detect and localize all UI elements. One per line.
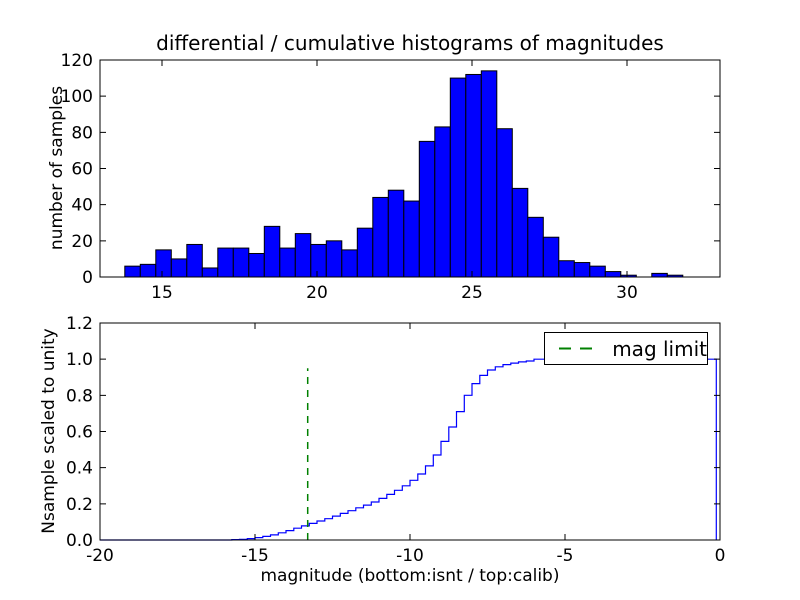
histogram-bar xyxy=(263,225,281,278)
histogram-bar xyxy=(248,252,265,278)
histogram-bar xyxy=(604,271,622,278)
histogram-bar xyxy=(589,265,606,278)
histogram-bar xyxy=(403,200,420,278)
y-tick-label: 1.0 xyxy=(66,350,93,370)
histogram-bar xyxy=(465,73,482,278)
y-tick-label: 80 xyxy=(71,123,93,143)
y-tick-label: 120 xyxy=(61,51,93,71)
x-tick-label: -10 xyxy=(396,546,424,566)
histogram-bar xyxy=(310,243,327,278)
x-tick-label: -15 xyxy=(241,546,269,566)
histogram-bar xyxy=(155,249,172,278)
y-tick-label: 0.8 xyxy=(66,386,93,406)
legend-box: mag limit xyxy=(544,332,708,365)
x-tick-label: 0 xyxy=(715,546,726,566)
histogram-bar xyxy=(325,240,343,278)
histogram-bar xyxy=(201,267,219,278)
histogram-bar xyxy=(434,126,451,278)
histogram-bar xyxy=(418,140,436,278)
histogram-bar xyxy=(232,247,250,278)
bottom-plot-frame xyxy=(99,322,721,541)
histogram-bar xyxy=(511,187,529,278)
histogram-bar xyxy=(186,243,203,278)
cumulative-curve xyxy=(100,358,717,541)
y-tick-label: 0.0 xyxy=(66,531,93,551)
histogram-bar xyxy=(449,77,467,278)
figure-title: differential / cumulative histograms of … xyxy=(156,31,664,55)
histogram-bar xyxy=(527,216,544,278)
bottom-y-axis-label: Nsample scaled to unity xyxy=(39,328,59,534)
histogram-bar xyxy=(170,258,188,278)
histogram-bar xyxy=(387,189,405,278)
bottom-x-axis-label: magnitude (bottom:isnt / top:calib) xyxy=(260,566,560,586)
legend-label: mag limit xyxy=(612,336,707,361)
y-tick-label: 60 xyxy=(71,160,93,180)
histogram-bar xyxy=(542,236,560,278)
top-y-axis-label: number of samples xyxy=(47,85,67,251)
top-plot-frame xyxy=(99,59,721,278)
x-tick-label: 15 xyxy=(151,283,173,303)
y-tick-label: 0 xyxy=(82,268,93,288)
x-tick-label: 30 xyxy=(616,283,638,303)
x-tick-label: -20 xyxy=(86,546,114,566)
y-tick-label: 0.2 xyxy=(66,495,93,515)
histogram-bar xyxy=(573,262,591,278)
y-tick-label: 20 xyxy=(71,232,93,252)
histogram-bar xyxy=(372,196,389,278)
histogram-bar xyxy=(139,263,157,278)
x-tick-label: 25 xyxy=(461,283,483,303)
histogram-bar xyxy=(279,247,296,278)
histogram-bar xyxy=(294,233,312,278)
histogram-bar xyxy=(124,265,141,278)
histogram-bar xyxy=(480,70,498,278)
x-tick-label: 20 xyxy=(306,283,328,303)
histogram-bar xyxy=(356,227,374,278)
histogram-bar xyxy=(651,272,668,278)
y-tick-label: 0.4 xyxy=(66,459,93,479)
y-tick-label: 0.6 xyxy=(66,423,93,443)
histogram-bar xyxy=(341,249,358,278)
histogram-bar xyxy=(217,247,234,278)
y-tick-label: 40 xyxy=(71,196,93,216)
histogram-bar xyxy=(496,128,513,278)
histogram-bar xyxy=(558,260,575,278)
y-tick-label: 100 xyxy=(61,87,93,107)
mag-limit-legend-sample-icon xyxy=(559,347,597,350)
x-tick-label: -5 xyxy=(557,546,574,566)
y-tick-label: 1.2 xyxy=(66,314,93,334)
